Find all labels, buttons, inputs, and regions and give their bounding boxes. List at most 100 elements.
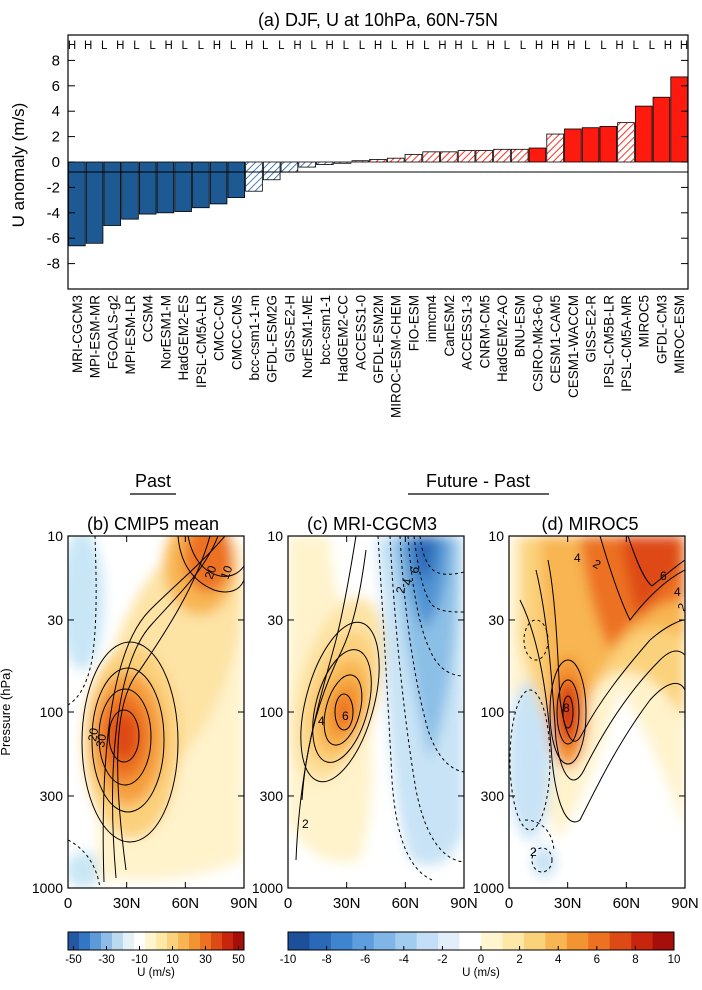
y-tick-label: 30 — [488, 612, 504, 628]
colorbar-swatch — [416, 932, 439, 950]
high-low-flag: L — [471, 40, 478, 52]
bar — [386, 157, 405, 163]
colorbar-swatch — [112, 932, 124, 950]
bar — [262, 161, 281, 181]
x-tick-label: NorESM1-ME — [300, 295, 315, 378]
panel-c-field: 6 4 2 6 4 2 — [288, 536, 464, 888]
x-tick-label: HadGEM2-CC — [336, 295, 351, 382]
x-tick-label: GFDL-ESM2M — [371, 295, 386, 384]
y-tick-label: 100 — [40, 704, 64, 720]
bar — [528, 147, 547, 163]
panel-c-title: (c) MRI-CGCM3 — [307, 514, 437, 534]
colorbar-swatch — [145, 932, 157, 950]
panel-c-contour-label: 4 — [318, 714, 325, 728]
past-header: Past — [135, 471, 171, 491]
bar — [192, 161, 210, 209]
x-tick-label: CNRM-CM5 — [477, 295, 492, 369]
high-low-flag: H — [374, 40, 382, 52]
colorbar-tick-label: 4 — [555, 954, 562, 966]
colorbar-difference: -10 -8 -6 -4 -2 0 2 4 6 8 10 U (m/s) — [280, 931, 680, 979]
colorbar-swatch — [502, 932, 525, 950]
bar — [457, 150, 476, 163]
x-tick-label: MPI-ESM-LR — [123, 295, 138, 375]
bar — [85, 161, 104, 244]
high-low-flag: H — [293, 40, 301, 52]
x-tick-label: 0 — [505, 895, 513, 912]
y-tick-label: 1000 — [252, 880, 283, 896]
bar — [333, 161, 352, 164]
panel-d-contour-label: 4 — [574, 551, 581, 565]
high-low-flag: H — [567, 40, 575, 52]
panel-d-field: 4 2 6 4 2 8 2 — [509, 536, 690, 888]
colorbar-swatch — [101, 932, 113, 950]
colorbar-mean: -50 -30 -10 10 30 50 U (m/s) — [65, 931, 245, 979]
x-tick-label: MIROC-ESM-CHEM — [389, 295, 404, 418]
colorbar-swatch — [79, 932, 91, 950]
bar — [599, 126, 618, 163]
panel-a-x-axis: MRI-CGCM3 MPI-ESM-MR FGOALS-g2 MPI-ESM-LR CC… — [70, 295, 687, 418]
panel-a-y-axis-title: U anomaly (m/s) — [9, 103, 28, 228]
bar — [280, 161, 299, 173]
panel-c-contour-label: 6 — [407, 565, 422, 574]
bar — [298, 161, 316, 168]
colorbar-swatch — [200, 932, 212, 950]
colorbar-tick-label: -6 — [360, 954, 370, 966]
panel-d-contour-label: 6 — [660, 569, 667, 583]
y-tick-label: -2 — [47, 179, 60, 196]
y-tick-label: 30 — [47, 612, 63, 628]
x-tick-label: HadGEM2-ES — [176, 295, 191, 381]
high-low-flag: L — [343, 40, 350, 52]
bar — [422, 151, 440, 163]
colorbar-swatch — [609, 932, 632, 950]
y-tick-label: 10 — [488, 528, 504, 544]
high-low-flag: L — [504, 40, 511, 52]
bar — [564, 128, 582, 163]
x-tick-label: 0 — [284, 895, 292, 912]
high-low-flag: H — [664, 40, 672, 52]
colorbar-swatch — [566, 932, 589, 950]
high-low-flag: L — [632, 40, 639, 52]
x-tick-label: CCSM4 — [141, 295, 156, 343]
bar — [652, 96, 671, 163]
panel-c-contour-label: 2 — [302, 817, 309, 831]
colorbar-swatch — [222, 932, 234, 950]
colorbar-swatch — [211, 932, 223, 950]
x-tick-label: IPSL-CM5A-LR — [194, 295, 209, 388]
panel-a-title: (a) DJF, U at 10hPa, 60N-75N — [258, 10, 498, 30]
panel-d-contour-label: 2 — [674, 600, 690, 613]
y-tick-label: -8 — [47, 256, 60, 273]
y-tick-label: 10 — [267, 528, 283, 544]
high-low-flag: H — [487, 40, 495, 52]
x-tick-label: GISS-E2-H — [282, 295, 297, 363]
high-low-flag: H — [680, 40, 688, 52]
panel-b-contour-label: 20 — [202, 563, 220, 581]
bar-series — [68, 76, 688, 247]
panel-d-contour-label: 2 — [530, 845, 537, 859]
colorbar-swatch — [373, 932, 396, 950]
high-low-flag: H — [84, 40, 92, 52]
x-tick-label: IPSL-CM5A-MR — [619, 295, 634, 392]
panel-b-contour-label: 20 — [85, 727, 101, 743]
colorbar-swatch — [588, 932, 610, 950]
panel-a-y-axis: -8 -6 -4 -2 0 2 4 6 8 — [47, 52, 688, 273]
colorbar-tick-label: 6 — [594, 954, 600, 966]
high-low-flag: L — [101, 40, 108, 52]
colorbar-frame — [67, 931, 245, 951]
bar — [245, 161, 263, 192]
colorbar-tick-label: 50 — [232, 954, 245, 966]
x-tick-label: 30N — [333, 895, 361, 912]
pressure-axis-title: Pressure (hPa) — [0, 668, 13, 755]
panel-c-contour-label: 2 — [393, 585, 408, 594]
high-low-flag: L — [182, 40, 189, 52]
colorbar-swatch — [652, 932, 675, 950]
high-low-flag: H — [116, 40, 124, 52]
colorbar-tick-label: 0 — [478, 954, 484, 966]
bar — [209, 161, 228, 205]
colorbar-tick-label: 8 — [632, 954, 638, 966]
colorbar-swatch — [123, 932, 135, 950]
x-tick-label: MRI-CGCM3 — [70, 295, 85, 373]
colorbar-swatch — [395, 932, 417, 950]
colorbar-swatch — [459, 932, 482, 950]
